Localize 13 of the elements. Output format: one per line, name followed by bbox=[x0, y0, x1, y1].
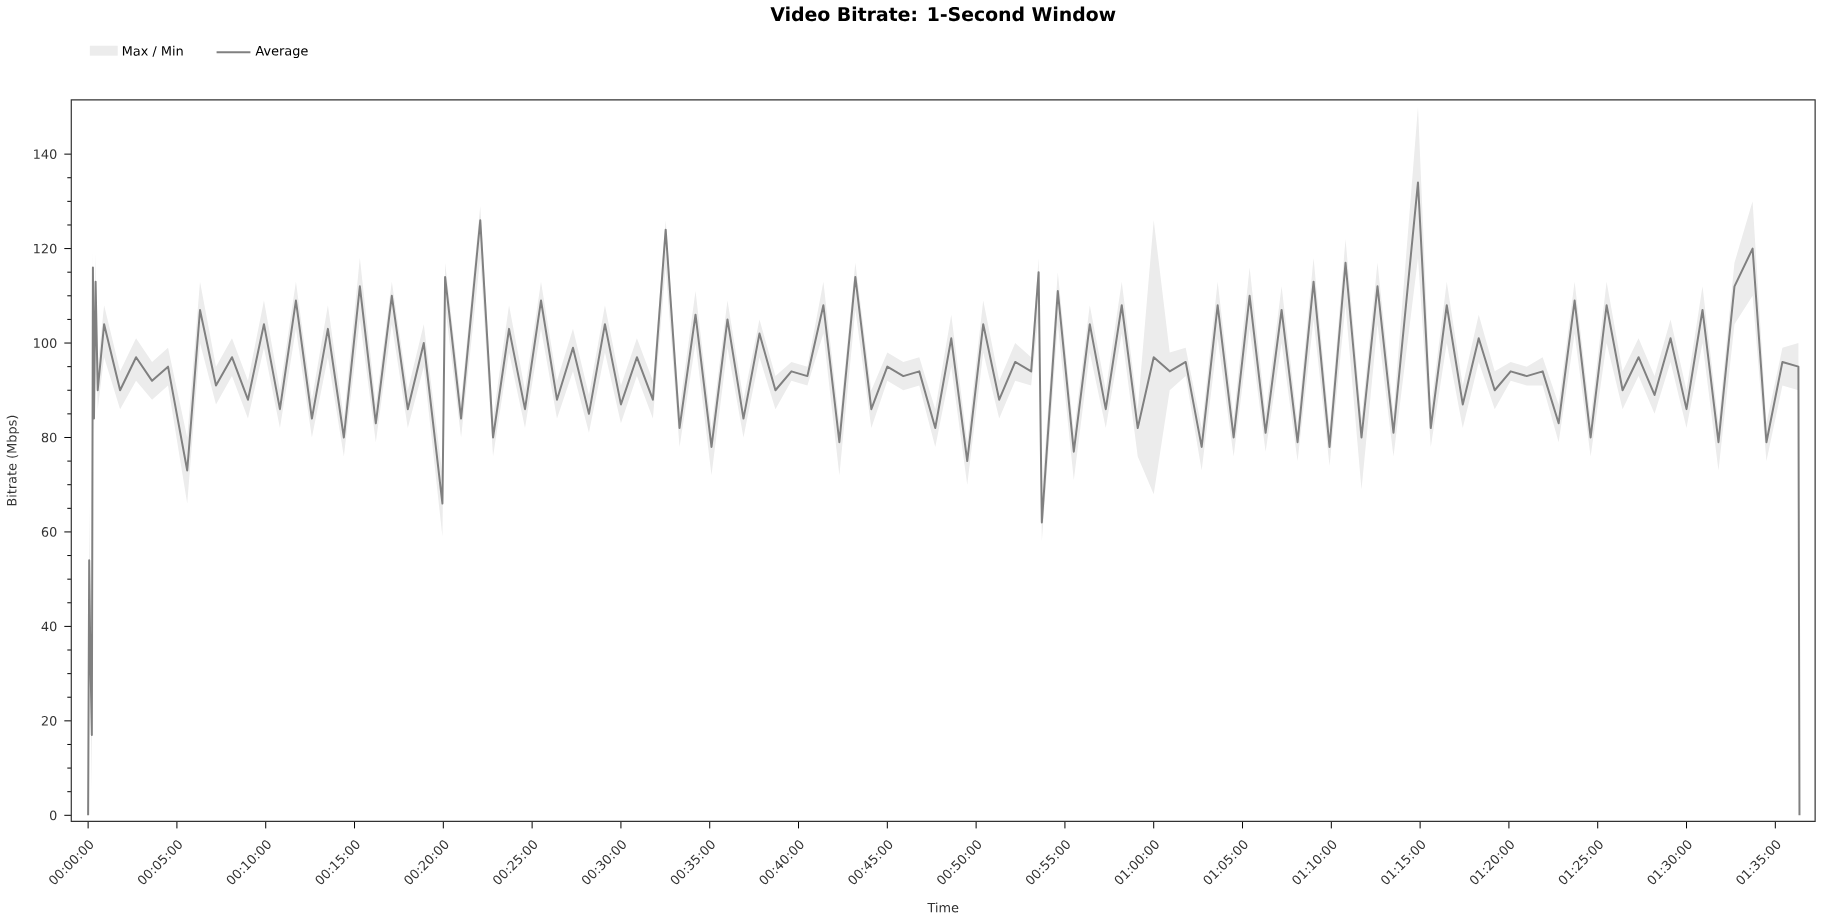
chart-title: Video Bitrate: 1-Second Window bbox=[770, 6, 1116, 22]
y-axis-title: Bitrate (Mbps) bbox=[6, 415, 20, 506]
y-tick-label: 100 bbox=[34, 338, 57, 348]
text: Max / Min bbox=[122, 45, 183, 57]
legend-label: Average bbox=[255, 45, 308, 59]
y-tick-label: 140 bbox=[34, 149, 57, 159]
x-axis-title: Time bbox=[927, 902, 959, 913]
y-tick-label: 60 bbox=[41, 527, 57, 537]
y-tick-label: 120 bbox=[34, 243, 57, 254]
y-tick-label: 20 bbox=[41, 715, 57, 726]
y-tick-label: 80 bbox=[41, 432, 57, 443]
y-tick-label: 0 bbox=[49, 810, 57, 821]
y-tick-label: 40 bbox=[41, 621, 57, 632]
